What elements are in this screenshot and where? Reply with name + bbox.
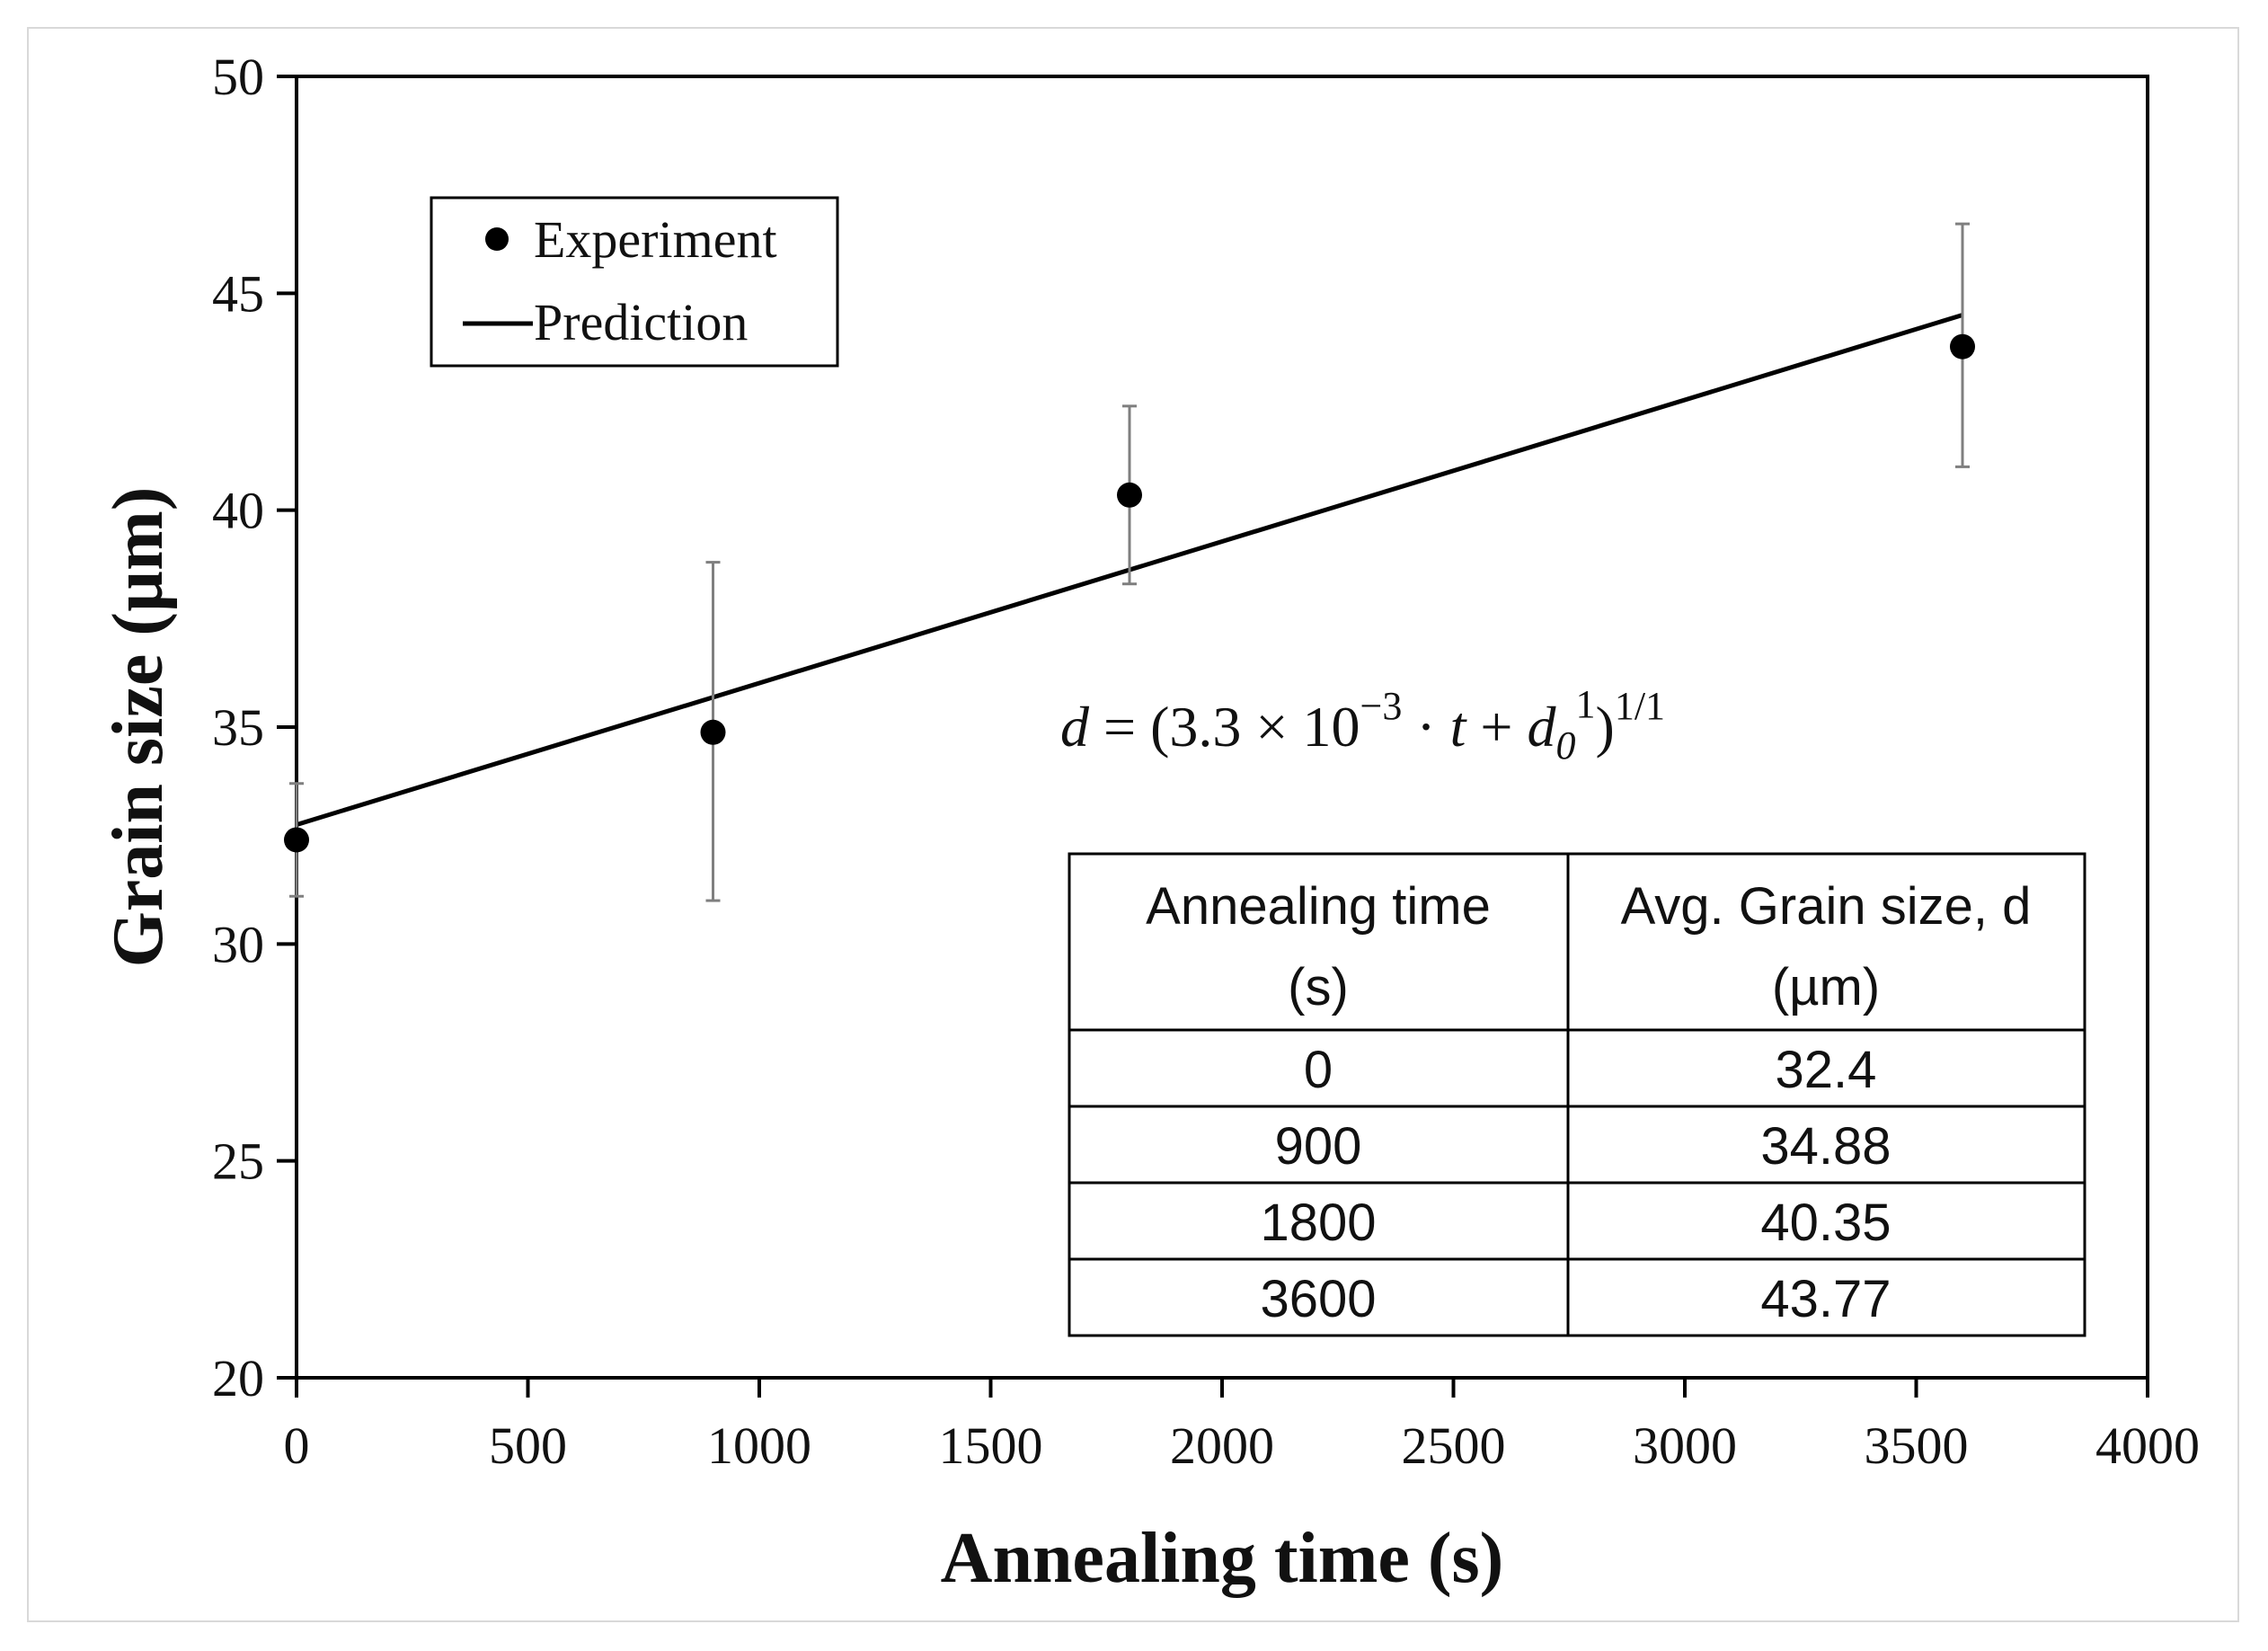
y-tick-label: 30 bbox=[212, 915, 264, 973]
eq-exponent: −3 bbox=[1360, 684, 1403, 728]
table-cell-size: 32.4 bbox=[1776, 1041, 1877, 1099]
eq-plus: + bbox=[1466, 695, 1527, 759]
eq-coefficient: = (3.3 × 10 bbox=[1089, 695, 1360, 759]
table-cell-time: 900 bbox=[1275, 1117, 1362, 1176]
table-border bbox=[1068, 852, 2086, 1337]
eq-close: ) bbox=[1596, 695, 1615, 759]
experiment-point bbox=[1950, 333, 1975, 359]
eq-dot: · bbox=[1402, 695, 1449, 759]
x-axis-ticks: 0 500 1000 1500 2000 2500 3000 3500 4000 bbox=[284, 1378, 2200, 1475]
y-tick-label: 25 bbox=[212, 1132, 264, 1191]
y-tick-label: 50 bbox=[212, 48, 264, 106]
y-tick-label: 40 bbox=[212, 482, 264, 540]
x-tick-label: 3500 bbox=[1865, 1416, 1969, 1475]
x-tick-label: 1500 bbox=[939, 1416, 1043, 1475]
data-table: Annealing time (s) Avg. Grain size, d (µ… bbox=[1068, 852, 2086, 1337]
table-header-size-unit: (µm) bbox=[1772, 958, 1880, 1016]
y-tick-label: 35 bbox=[212, 698, 264, 757]
y-axis-title: Grain size (µm) bbox=[99, 487, 178, 968]
y-tick-label: 20 bbox=[212, 1349, 264, 1407]
y-axis-ticks: 20 25 30 35 40 45 50 bbox=[212, 48, 297, 1407]
table-cell-size: 43.77 bbox=[1760, 1270, 1891, 1328]
legend-prediction-label: Prediction bbox=[534, 293, 748, 351]
legend-box bbox=[430, 196, 839, 368]
legend-experiment-marker bbox=[485, 227, 509, 251]
eq-sub: 0 bbox=[1556, 723, 1576, 768]
experiment-point bbox=[284, 827, 309, 853]
legend: Experiment Prediction bbox=[430, 196, 839, 368]
table-cell-size: 34.88 bbox=[1760, 1117, 1891, 1176]
x-tick-label: 3000 bbox=[1633, 1416, 1737, 1475]
eq-d0: d bbox=[1528, 695, 1557, 759]
table-cell-time: 0 bbox=[1304, 1041, 1333, 1099]
x-tick-label: 1000 bbox=[707, 1416, 811, 1475]
eq-sup: 1 bbox=[1576, 682, 1596, 726]
x-tick-label: 500 bbox=[489, 1416, 567, 1475]
experiment-point bbox=[700, 719, 726, 745]
table-header-time: Annealing time bbox=[1146, 877, 1491, 936]
y-tick-label: 45 bbox=[212, 264, 264, 323]
x-tick-label: 2000 bbox=[1170, 1416, 1274, 1475]
table-cell-time: 3600 bbox=[1260, 1270, 1376, 1328]
table-header-size: Avg. Grain size, d bbox=[1621, 877, 2032, 936]
experiment-point bbox=[1117, 482, 1142, 508]
x-axis-title: Annealing time (s) bbox=[941, 1519, 1504, 1598]
eq-lhs: d bbox=[1060, 695, 1090, 759]
eq-t: t bbox=[1450, 695, 1468, 759]
x-tick-label: 4000 bbox=[2095, 1416, 2200, 1475]
legend-experiment-label: Experiment bbox=[534, 210, 777, 269]
x-tick-label: 0 bbox=[284, 1416, 310, 1475]
equation-annotation: d = (3.3 × 10−3 · t + d01)1/1 bbox=[1060, 682, 1665, 768]
figure-frame bbox=[27, 27, 2239, 1622]
experiment-series bbox=[284, 333, 1975, 853]
x-tick-label: 2500 bbox=[1402, 1416, 1506, 1475]
table-header-time-unit: (s) bbox=[1288, 958, 1349, 1016]
table-cell-time: 1800 bbox=[1260, 1194, 1376, 1252]
table-cell-size: 40.35 bbox=[1760, 1194, 1891, 1252]
eq-power: 1/1 bbox=[1615, 684, 1665, 728]
